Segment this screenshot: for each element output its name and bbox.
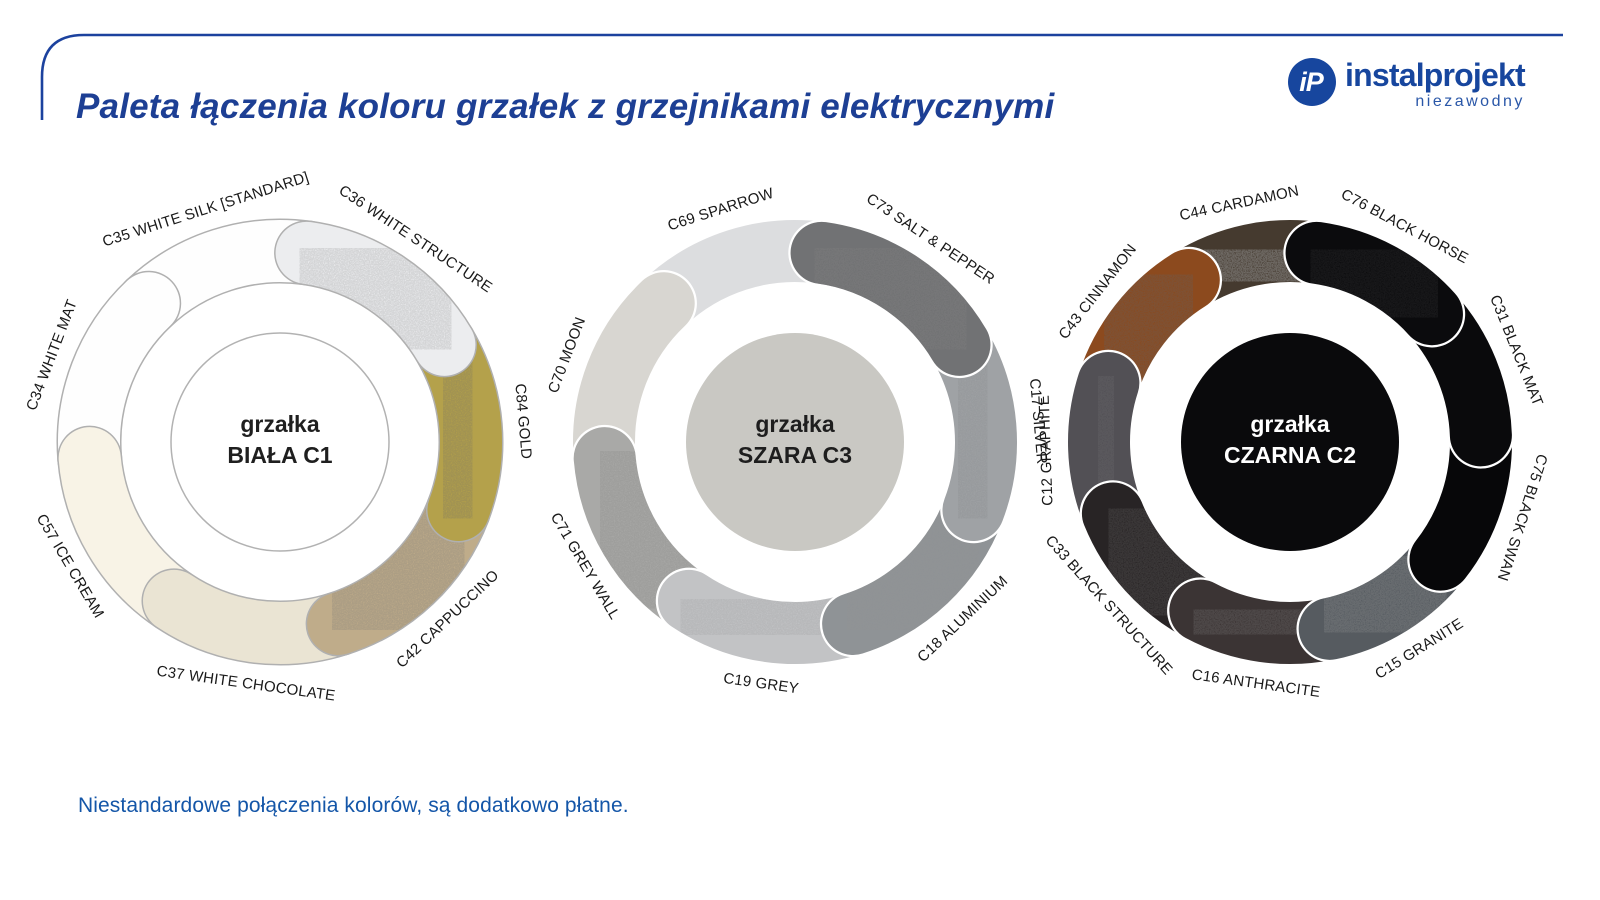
logo-monogram-icon: iP (1288, 58, 1336, 106)
segment-grain-light-c73-salt-pepper (790, 221, 991, 376)
segment-grain-dark-c36-white-structure (275, 221, 476, 376)
logo-name: instalprojekt (1345, 57, 1526, 93)
segment-label-c12-graphite: C12 GRAPHITE (1036, 395, 1057, 506)
logo-tagline: niezawodny (1415, 93, 1525, 110)
segment-label-c16-anthracite: C16 ANTHRACITE (1191, 666, 1322, 701)
segment-label-c84-gold: C84 GOLD (511, 383, 534, 460)
segment-grain-light-c76-black-horse (1285, 221, 1463, 346)
segment-label-c19-grey: C19 GREY (722, 670, 799, 697)
center-label-szara-c3: grzałka SZARA C3 (738, 411, 852, 468)
center-disc-biala-c1 (170, 332, 390, 552)
center-disc-czarna-c2 (1181, 333, 1399, 551)
center-label-czarna-c2: grzałka CZARNA C2 (1224, 411, 1356, 468)
center-disc-szara-c3 (686, 333, 904, 551)
page-title: Paleta łączenia koloru grzałek z grzejni… (76, 87, 1055, 127)
instalprojekt-logo: iP instalprojekt niezawodny (1288, 58, 1548, 112)
footer-note: Niestandardowe połączenia kolorów, są do… (78, 794, 629, 817)
center-label-biala-c1: grzałka BIAŁA C1 (227, 411, 332, 468)
segment-label-c37-white-chocolate: C37 WHITE CHOCOLATE (156, 663, 337, 705)
